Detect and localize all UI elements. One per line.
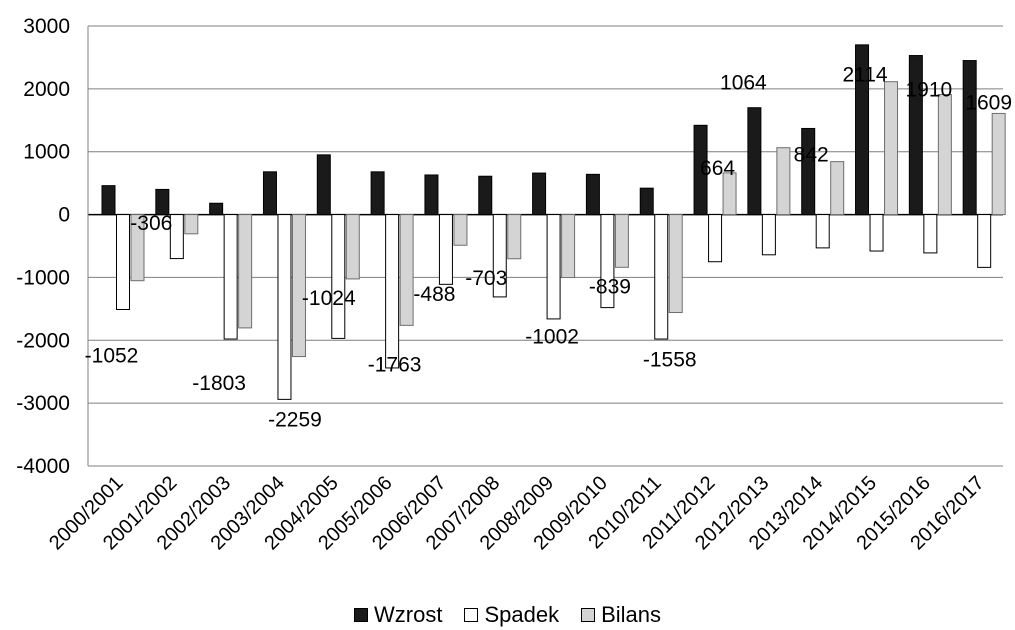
legend-swatch-bilans [581,608,596,622]
bar-spadek [977,214,992,268]
data-label-bilans: 664 [700,157,735,180]
x-axis: 2000/20012001/20022002/20032003/20042004… [45,472,989,554]
bar-bilans [937,94,952,216]
bar-bilans [561,214,576,279]
bar-wzrost [693,124,708,216]
bar-bilans [884,81,899,216]
y-axis: 3000 2000 1000 0 -1000 -2000 -3000 -4000 [16,15,89,478]
y-tick-label: -4000 [16,455,70,478]
data-label-bilans: 1064 [720,72,767,95]
data-label-bilans: -703 [465,267,507,290]
data-label-bilans: -1803 [192,372,246,395]
bar-bilans [184,214,199,235]
bar-wzrost [478,175,493,216]
bar-wzrost [747,107,762,216]
data-label-bilans: -1024 [302,287,356,310]
data-label-bilans: -2259 [268,409,322,432]
bar-bilans [399,214,414,326]
data-label-bilans: -1763 [368,353,422,376]
bar-wzrost [370,171,385,216]
bar-wzrost [101,185,116,216]
bar-bilans [507,214,522,260]
bar-wzrost [801,127,816,216]
bar-wzrost [639,187,654,216]
bar-wzrost [155,188,170,216]
data-label-bilans: -488 [413,283,455,306]
bar-bilans [668,214,683,314]
bar-bilans [776,147,791,216]
y-tick-label: 1000 [23,141,70,164]
legend-swatch-wzrost [354,608,368,622]
bar-spadek [492,214,507,298]
y-tick-label: 2000 [23,78,70,101]
legend-item-bilans: Bilans [581,602,661,628]
data-label-bilans: -1052 [85,345,139,368]
y-tick-label: -2000 [16,329,70,352]
y-tick-label: -1000 [16,266,70,289]
y-tick-label: -3000 [16,392,70,415]
data-label-bilans: -1558 [643,349,697,372]
bar-spadek [600,214,615,309]
bar-spadek [708,214,723,263]
data-label-bilans: -1002 [525,326,579,349]
bar-wzrost [855,44,870,216]
legend: Wzrost Spadek Bilans [0,602,1015,628]
legend-swatch-spadek [464,608,479,622]
data-label-bilans: 2114 [842,64,887,87]
data-label-bilans: -839 [589,275,631,298]
data-label-bilans: 1609 [965,91,1012,114]
data-label-bilans: -306 [130,212,172,235]
legend-item-spadek: Spadek [464,602,559,628]
data-label-bilans: 842 [794,144,829,167]
bar-spadek [438,214,453,285]
bar-spadek [923,214,938,254]
bar-wzrost [424,174,439,216]
data-label-bilans: 1910 [905,79,952,102]
bar-spadek [223,214,238,340]
bar-bilans [345,214,360,280]
bar-spadek [331,214,346,339]
legend-label-bilans: Bilans [601,602,661,627]
bar-wzrost [585,173,600,216]
y-tick-label: 3000 [23,15,70,38]
bar-spadek [546,214,561,320]
bar-spadek [869,214,884,252]
bar-wzrost [209,202,224,216]
bar-spadek [654,214,669,340]
y-tick-label: 0 [58,204,70,227]
bar-wzrost [532,172,547,216]
bar-spadek [169,214,184,260]
bar-bilans [830,161,845,216]
legend-item-wzrost: Wzrost [354,602,442,628]
bar-spadek [761,214,776,256]
bar-bilans [238,214,253,329]
data-labels: -1052 -306 -1803 -2259 -1024 -1763 -488 -703 -10… [85,64,1012,432]
bar-spadek [385,214,400,369]
bar-spadek [116,214,130,310]
legend-label-wzrost: Wzrost [374,602,443,627]
bar-wzrost [962,60,977,216]
legend-label-spadek: Spadek [484,602,560,627]
bar-spadek [815,214,830,249]
bar-bilans [614,214,629,268]
bar-bilans [991,112,1006,216]
bar-bilans [291,214,306,358]
bar-bilans [130,214,145,282]
bar-spadek [277,214,292,400]
bar-wzrost [316,154,331,216]
bars [101,44,1006,400]
bar-wzrost [262,171,277,216]
bar-bilans [722,172,737,216]
bar-wzrost [908,55,923,216]
bar-bilans [453,214,468,246]
